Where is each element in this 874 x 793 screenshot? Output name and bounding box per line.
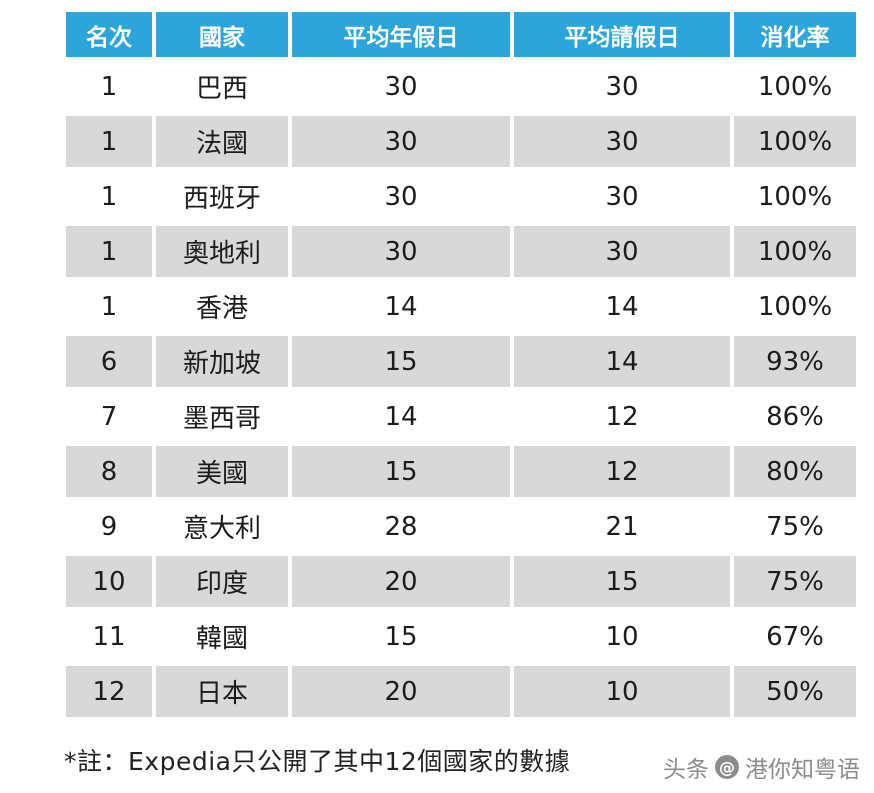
table-row: 8 美國 15 12 80% (66, 446, 856, 497)
avg-taken-cell: 30 (514, 226, 730, 277)
utilization-cell: 67% (734, 611, 856, 662)
watermark-handle: 港你知粤语 (745, 757, 860, 783)
at-circle-icon: @ (715, 755, 739, 779)
utilization-cell: 80% (734, 446, 856, 497)
table-row: 11 韓國 15 10 67% (66, 611, 856, 662)
avg-annual-leave-cell: 28 (292, 501, 510, 552)
table-row: 1 香港 14 14 100% (66, 281, 856, 332)
avg-taken-cell: 12 (514, 391, 730, 442)
header-rank: 名次 (66, 12, 152, 57)
avg-taken-cell: 10 (514, 611, 730, 662)
avg-annual-leave-cell: 20 (292, 666, 510, 717)
header-avg-annual-leave: 平均年假日 (292, 12, 510, 57)
table-header-row: 名次 國家 平均年假日 平均請假日 消化率 (66, 12, 856, 57)
table-row: 6 新加坡 15 14 93% (66, 336, 856, 387)
utilization-cell: 93% (734, 336, 856, 387)
table-row: 1 巴西 30 30 100% (66, 61, 856, 112)
avg-taken-cell: 14 (514, 281, 730, 332)
utilization-cell: 100% (734, 281, 856, 332)
rank-cell: 10 (66, 556, 152, 607)
avg-annual-leave-cell: 30 (292, 171, 510, 222)
header-country: 國家 (156, 12, 288, 57)
rank-cell: 11 (66, 611, 152, 662)
country-cell: 日本 (156, 666, 288, 717)
avg-taken-cell: 30 (514, 171, 730, 222)
country-cell: 意大利 (156, 501, 288, 552)
utilization-cell: 50% (734, 666, 856, 717)
rank-cell: 1 (66, 116, 152, 167)
table-row: 1 奧地利 30 30 100% (66, 226, 856, 277)
table-row: 12 日本 20 10 50% (66, 666, 856, 717)
vacation-table-container: 名次 國家 平均年假日 平均請假日 消化率 1 巴西 30 30 100% 1 … (62, 8, 860, 721)
avg-annual-leave-cell: 14 (292, 391, 510, 442)
country-cell: 香港 (156, 281, 288, 332)
rank-cell: 1 (66, 281, 152, 332)
country-cell: 奧地利 (156, 226, 288, 277)
rank-cell: 9 (66, 501, 152, 552)
avg-taken-cell: 12 (514, 446, 730, 497)
avg-annual-leave-cell: 30 (292, 226, 510, 277)
rank-cell: 7 (66, 391, 152, 442)
avg-annual-leave-cell: 30 (292, 116, 510, 167)
table-row: 9 意大利 28 21 75% (66, 501, 856, 552)
utilization-cell: 75% (734, 501, 856, 552)
rank-cell: 1 (66, 61, 152, 112)
table-row: 10 印度 20 15 75% (66, 556, 856, 607)
country-cell: 印度 (156, 556, 288, 607)
country-cell: 西班牙 (156, 171, 288, 222)
watermark: 头条 @ 港你知粤语 (663, 750, 860, 784)
country-cell: 新加坡 (156, 336, 288, 387)
avg-annual-leave-cell: 15 (292, 446, 510, 497)
table-row: 1 西班牙 30 30 100% (66, 171, 856, 222)
country-cell: 法國 (156, 116, 288, 167)
header-utilization: 消化率 (734, 12, 856, 57)
avg-taken-cell: 10 (514, 666, 730, 717)
avg-taken-cell: 14 (514, 336, 730, 387)
utilization-cell: 75% (734, 556, 856, 607)
country-cell: 韓國 (156, 611, 288, 662)
table-row: 7 墨西哥 14 12 86% (66, 391, 856, 442)
utilization-cell: 100% (734, 171, 856, 222)
avg-annual-leave-cell: 20 (292, 556, 510, 607)
watermark-platform: 头条 (663, 757, 709, 783)
table-row: 1 法國 30 30 100% (66, 116, 856, 167)
rank-cell: 12 (66, 666, 152, 717)
avg-annual-leave-cell: 15 (292, 611, 510, 662)
avg-taken-cell: 30 (514, 61, 730, 112)
country-cell: 墨西哥 (156, 391, 288, 442)
rank-cell: 8 (66, 446, 152, 497)
avg-annual-leave-cell: 15 (292, 336, 510, 387)
avg-taken-cell: 15 (514, 556, 730, 607)
avg-taken-cell: 30 (514, 116, 730, 167)
header-avg-taken: 平均請假日 (514, 12, 730, 57)
utilization-cell: 86% (734, 391, 856, 442)
utilization-cell: 100% (734, 226, 856, 277)
utilization-cell: 100% (734, 116, 856, 167)
rank-cell: 1 (66, 171, 152, 222)
country-cell: 美國 (156, 446, 288, 497)
rank-cell: 6 (66, 336, 152, 387)
avg-annual-leave-cell: 14 (292, 281, 510, 332)
footnote: *註：Expedia只公開了其中12個國家的數據 (64, 747, 571, 776)
avg-taken-cell: 21 (514, 501, 730, 552)
rank-cell: 1 (66, 226, 152, 277)
vacation-table: 名次 國家 平均年假日 平均請假日 消化率 1 巴西 30 30 100% 1 … (62, 8, 860, 721)
country-cell: 巴西 (156, 61, 288, 112)
avg-annual-leave-cell: 30 (292, 61, 510, 112)
utilization-cell: 100% (734, 61, 856, 112)
